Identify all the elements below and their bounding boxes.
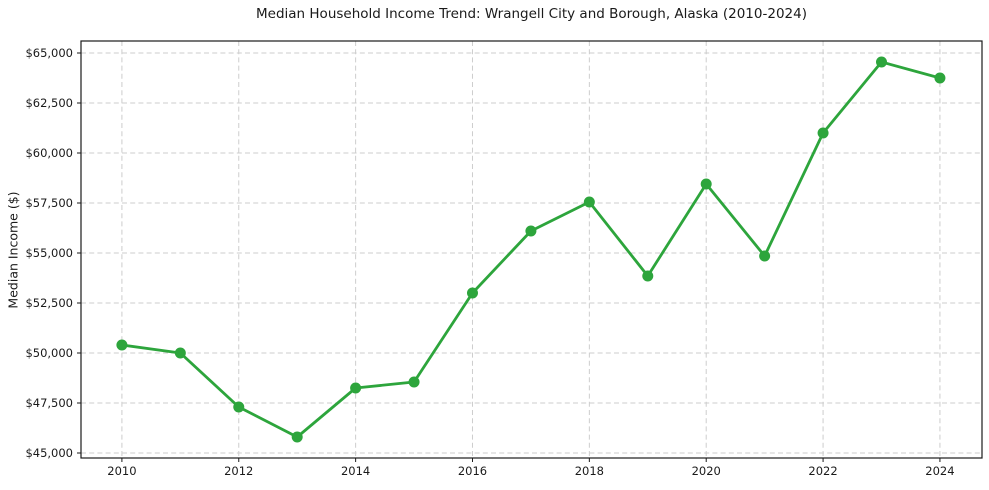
- chart-title: Median Household Income Trend: Wrangell …: [256, 6, 807, 22]
- y-tick-label: $62,500: [25, 96, 73, 110]
- data-point: [291, 431, 303, 443]
- y-tick-label: $52,500: [25, 296, 73, 310]
- grid-lines: [81, 41, 982, 458]
- data-point: [700, 178, 712, 190]
- y-tick-label: $47,500: [25, 396, 73, 410]
- x-tick-label: 2022: [808, 464, 837, 478]
- y-tick-label: $45,000: [25, 446, 73, 460]
- x-tick-label: 2012: [224, 464, 253, 478]
- data-point: [934, 72, 946, 84]
- x-tick-label: 2016: [458, 464, 487, 478]
- y-tick-label: $55,000: [25, 246, 73, 260]
- y-tick-label: $50,000: [25, 346, 73, 360]
- x-tick-label: 2018: [575, 464, 604, 478]
- x-tick-label: 2010: [107, 464, 136, 478]
- data-point: [759, 250, 771, 262]
- y-tick-label: $65,000: [25, 46, 73, 60]
- data-point: [408, 376, 420, 388]
- tick-labels: $45,000 $47,500 $50,000 $52,500 $55,000 $57,5…: [25, 46, 954, 478]
- data-point: [875, 56, 887, 68]
- trend-line: [120, 60, 942, 439]
- data-point: [642, 270, 654, 282]
- data-point: [350, 382, 362, 394]
- x-tick-label: 2024: [925, 464, 954, 478]
- x-tick-label: 2014: [341, 464, 370, 478]
- data-point: [174, 347, 186, 359]
- x-tick-label: 2020: [692, 464, 721, 478]
- tick-marks: [77, 52, 941, 462]
- data-point: [817, 127, 829, 139]
- y-axis-label: Median Income ($): [5, 191, 21, 309]
- data-point: [116, 339, 128, 351]
- data-point: [466, 287, 478, 299]
- data-point: [525, 225, 537, 237]
- y-tick-label: $57,500: [25, 196, 73, 210]
- plot-border: [80, 40, 983, 459]
- data-point: [583, 196, 595, 208]
- y-tick-label: $60,000: [25, 146, 73, 160]
- data-point: [233, 401, 245, 413]
